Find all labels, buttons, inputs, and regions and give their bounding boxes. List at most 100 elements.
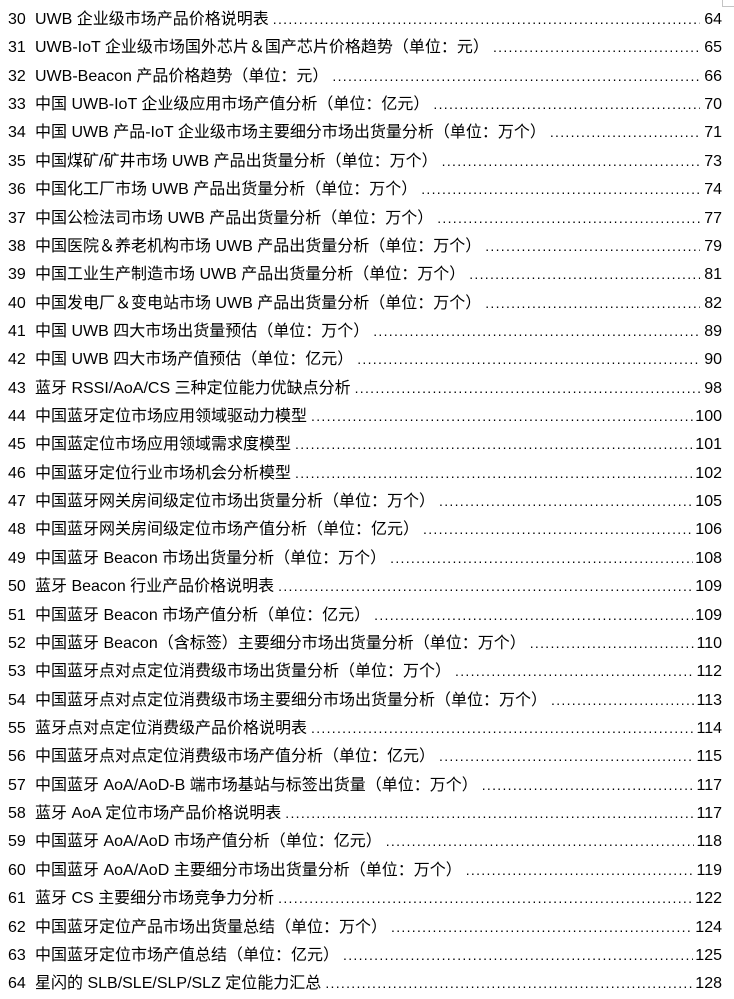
- entry-page-number[interactable]: 119: [696, 861, 722, 879]
- entry-number: 61: [8, 890, 26, 908]
- toc-entry[interactable]: 41 中国 UWB 四大市场出货量预估（单位：万个） 89: [8, 317, 722, 345]
- entry-page-number[interactable]: 73: [704, 152, 722, 170]
- dot-leader: [433, 90, 700, 119]
- toc-entry[interactable]: 53 中国蓝牙点对点定位消费级市场出货量分析（单位：万个） 112: [8, 657, 722, 685]
- entry-title: 中国煤矿/矿井市场 UWB 产品出货量分析（单位：万个）: [35, 152, 438, 170]
- entry-title: 蓝牙 AoA 定位市场产品价格说明表: [35, 805, 282, 823]
- entry-page-number[interactable]: 64: [704, 11, 722, 28]
- toc-entry[interactable]: 62 中国蓝牙定位产品市场出货量总结（单位：万个） 124: [8, 913, 722, 941]
- toc-entry[interactable]: 37 中国公检法司市场 UWB 产品出货量分析（单位：万个） 77: [8, 204, 722, 232]
- entry-page-number[interactable]: 122: [695, 890, 722, 908]
- entry-title: UWB 企业级市场产品价格说明表: [35, 11, 269, 28]
- dot-leader: [373, 317, 700, 346]
- toc-entry[interactable]: 47 中国蓝牙网关房间级定位市场出货量分析（单位：万个） 105: [8, 487, 722, 515]
- toc-entry[interactable]: 44 中国蓝牙定位市场应用领域驱动力模型 100: [8, 402, 722, 430]
- toc-entry[interactable]: 33 中国 UWB-IoT 企业级应用市场产值分析（单位：亿元） 70: [8, 90, 722, 118]
- toc-entry[interactable]: 50 蓝牙 Beacon 行业产品价格说明表 109: [8, 572, 722, 600]
- dot-leader: [493, 33, 700, 62]
- entry-page-number[interactable]: 106: [695, 521, 722, 539]
- entry-page-number[interactable]: 128: [695, 975, 722, 993]
- toc-entry[interactable]: 52 中国蓝牙 Beacon（含标签）主要细分市场出货量分析（单位：万个） 11…: [8, 629, 722, 657]
- entry-page-number[interactable]: 90: [704, 351, 722, 369]
- entry-page-number[interactable]: 118: [696, 833, 722, 851]
- entry-page-number[interactable]: 89: [704, 322, 722, 340]
- entry-page-number[interactable]: 110: [696, 634, 722, 652]
- entry-number: 59: [8, 833, 26, 851]
- entry-title: 中国 UWB 产品-IoT 企业级市场主要细分市场出货量分析（单位：万个）: [35, 124, 546, 142]
- toc-entry[interactable]: 35 中国煤矿/矿井市场 UWB 产品出货量分析（单位：万个） 73: [8, 147, 722, 175]
- toc-entry[interactable]: 56 中国蓝牙点对点定位消费级市场产值分析（单位：亿元） 115: [8, 742, 722, 770]
- entry-number: 33: [8, 96, 26, 114]
- entry-number: 64: [8, 975, 26, 993]
- toc-entry[interactable]: 34 中国 UWB 产品-IoT 企业级市场主要细分市场出货量分析（单位：万个）…: [8, 118, 722, 146]
- entry-page-number[interactable]: 71: [704, 124, 722, 142]
- entry-page-number[interactable]: 79: [704, 237, 722, 255]
- toc-entry[interactable]: 31 UWB-IoT 企业级市场国外芯片＆国产芯片价格趋势（单位：元） 65: [8, 33, 722, 61]
- entry-number: 38: [8, 237, 26, 255]
- toc-entry[interactable]: 39 中国工业生产制造市场 UWB 产品出货量分析（单位：万个） 81: [8, 260, 722, 288]
- toc-entry[interactable]: 46 中国蓝牙定位行业市场机会分析模型 102: [8, 459, 722, 487]
- toc-entry[interactable]: 45 中国蓝定位市场应用领域需求度模型 101: [8, 430, 722, 458]
- toc-entry[interactable]: 38 中国医院＆养老机构市场 UWB 产品出货量分析（单位：万个） 79: [8, 232, 722, 260]
- toc-entry[interactable]: 43 蓝牙 RSSI/AoA/CS 三种定位能力优缺点分析 98: [8, 374, 722, 402]
- toc-entry[interactable]: 40 中国发电厂＆变电站市场 UWB 产品出货量分析（单位：万个） 82: [8, 289, 722, 317]
- entry-page-number[interactable]: 115: [696, 748, 722, 766]
- entry-number: 40: [8, 294, 26, 312]
- toc-entry[interactable]: 30 UWB 企业级市场产品价格说明表 64: [8, 5, 722, 33]
- entry-page-number[interactable]: 109: [695, 578, 722, 596]
- entry-page-number[interactable]: 100: [695, 408, 722, 426]
- toc-entry[interactable]: 32 UWB-Beacon 产品价格趋势（单位：元） 66: [8, 62, 722, 90]
- entry-page-number[interactable]: 113: [696, 691, 722, 709]
- dot-leader: [442, 147, 700, 176]
- entry-title: 中国蓝牙网关房间级定位市场产值分析（单位：亿元）: [35, 521, 420, 539]
- entry-number: 62: [8, 918, 26, 936]
- text-boundary-corner-icon: [722, 0, 734, 7]
- toc-entry[interactable]: 54 中国蓝牙点对点定位消费级市场主要细分市场出货量分析（单位：万个） 113: [8, 686, 722, 714]
- entry-page-number[interactable]: 117: [696, 776, 722, 794]
- entry-number: 37: [8, 209, 26, 227]
- toc-entry[interactable]: 63 中国蓝牙定位市场产值总结（单位：亿元） 125: [8, 941, 722, 969]
- toc-entry[interactable]: 49 中国蓝牙 Beacon 市场出货量分析（单位：万个） 108: [8, 544, 722, 572]
- entry-page-number[interactable]: 112: [696, 663, 722, 681]
- entry-number: 43: [8, 379, 26, 397]
- dot-leader: [455, 657, 694, 686]
- toc-entry[interactable]: 51 中国蓝牙 Beacon 市场产值分析（单位：亿元） 109: [8, 601, 722, 629]
- entry-page-number[interactable]: 82: [704, 294, 722, 312]
- entry-page-number[interactable]: 66: [704, 67, 722, 85]
- dot-leader: [311, 402, 693, 431]
- entry-page-number[interactable]: 77: [704, 209, 722, 227]
- entry-title: 蓝牙 RSSI/AoA/CS 三种定位能力优缺点分析: [35, 379, 351, 397]
- entry-page-number[interactable]: 70: [704, 96, 722, 114]
- entry-page-number[interactable]: 105: [695, 493, 722, 511]
- toc-entry[interactable]: 61 蓝牙 CS 主要细分市场竞争力分析 122: [8, 884, 722, 912]
- entry-page-number[interactable]: 101: [695, 436, 722, 454]
- toc-entry[interactable]: 55 蓝牙点对点定位消费级产品价格说明表 114: [8, 714, 722, 742]
- entry-title: 中国公检法司市场 UWB 产品出货量分析（单位：万个）: [35, 209, 434, 227]
- toc-entry[interactable]: 64 星闪的 SLB/SLE/SLP/SLZ 定位能力汇总 128: [8, 969, 722, 997]
- dot-leader: [421, 175, 700, 204]
- entry-page-number[interactable]: 102: [695, 464, 722, 482]
- entry-page-number[interactable]: 81: [704, 266, 722, 284]
- dot-leader: [278, 572, 693, 601]
- entry-page-number[interactable]: 74: [704, 181, 722, 199]
- entry-page-number[interactable]: 117: [696, 805, 722, 823]
- entry-title: 中国蓝牙 AoA/AoD 主要细分市场出货量分析（单位：万个）: [35, 861, 462, 879]
- entry-page-number[interactable]: 108: [695, 549, 722, 567]
- entry-number: 45: [8, 436, 26, 454]
- entry-page-number[interactable]: 98: [704, 379, 722, 397]
- entry-page-number[interactable]: 114: [696, 719, 722, 737]
- entry-page-number[interactable]: 65: [704, 39, 722, 57]
- entry-page-number[interactable]: 109: [695, 606, 722, 624]
- toc-entry[interactable]: 36 中国化工厂市场 UWB 产品出货量分析（单位：万个） 74: [8, 175, 722, 203]
- toc-entry[interactable]: 48 中国蓝牙网关房间级定位市场产值分析（单位：亿元） 106: [8, 515, 722, 543]
- entry-page-number[interactable]: 124: [695, 918, 722, 936]
- toc-entry[interactable]: 58 蓝牙 AoA 定位市场产品价格说明表 117: [8, 799, 722, 827]
- toc-entry[interactable]: 57 中国蓝牙 AoA/AoD-B 端市场基站与标签出货量（单位：万个） 117: [8, 771, 722, 799]
- toc-entry[interactable]: 59 中国蓝牙 AoA/AoD 市场产值分析（单位：亿元） 118: [8, 827, 722, 855]
- entry-page-number[interactable]: 125: [695, 946, 722, 964]
- toc-entry[interactable]: 60 中国蓝牙 AoA/AoD 主要细分市场出货量分析（单位：万个） 119: [8, 856, 722, 884]
- toc-entry[interactable]: 42 中国 UWB 四大市场产值预估（单位：亿元） 90: [8, 345, 722, 373]
- dot-leader: [278, 884, 693, 913]
- dot-leader: [391, 913, 693, 942]
- entry-title: 蓝牙点对点定位消费级产品价格说明表: [35, 719, 308, 737]
